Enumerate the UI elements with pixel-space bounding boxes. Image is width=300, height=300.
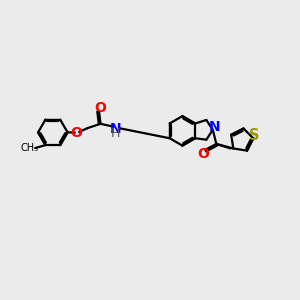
Text: O: O xyxy=(94,100,106,115)
Text: S: S xyxy=(249,128,260,143)
Text: N: N xyxy=(110,122,122,136)
Text: H: H xyxy=(111,127,120,140)
Text: CH₃: CH₃ xyxy=(21,143,39,153)
Text: O: O xyxy=(197,147,209,161)
Text: O: O xyxy=(70,126,82,140)
Text: N: N xyxy=(208,120,220,134)
